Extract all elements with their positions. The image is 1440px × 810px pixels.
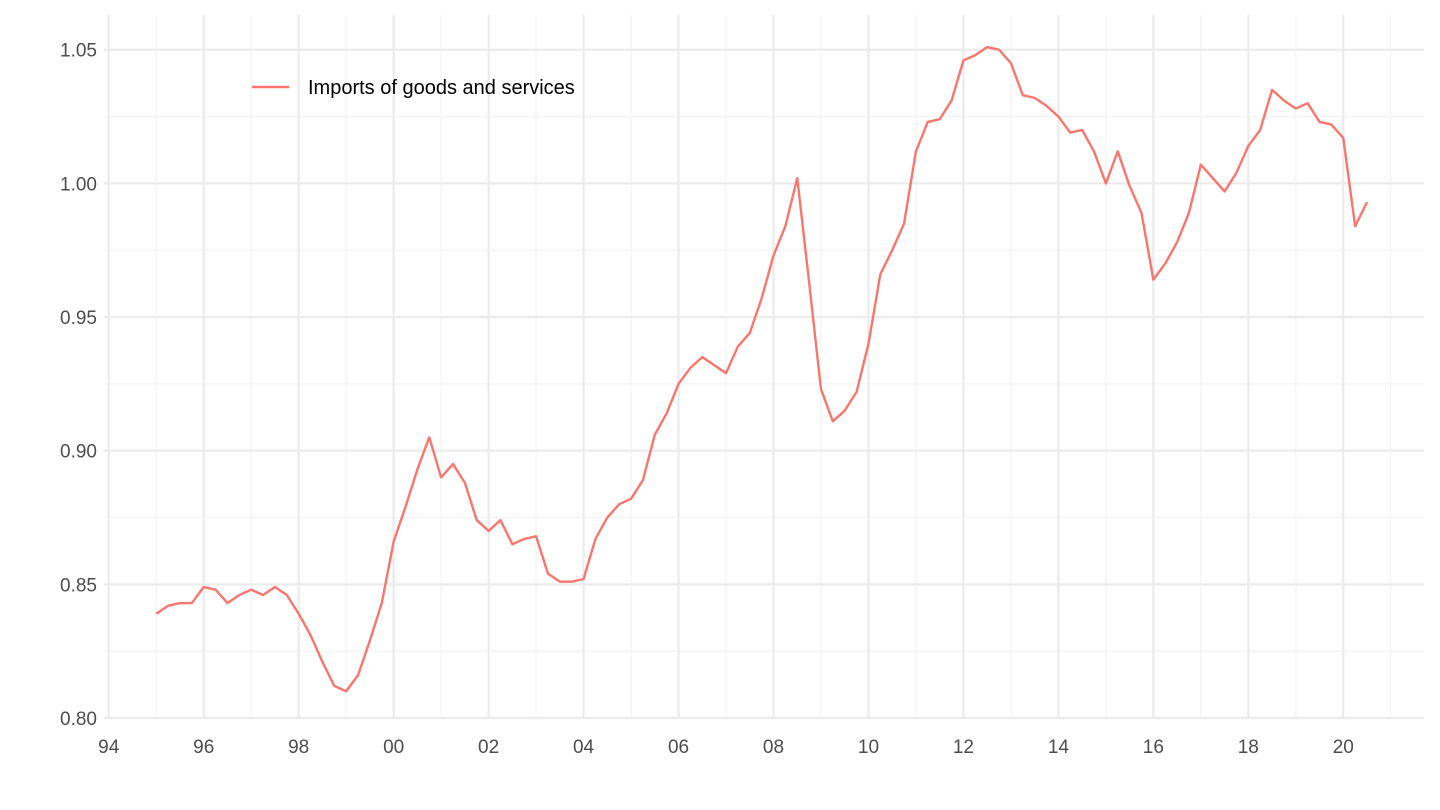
x-tick-label: 00 — [383, 737, 404, 758]
y-tick-label: 1.05 — [60, 41, 97, 62]
x-tick-label: 96 — [193, 737, 214, 758]
x-tick-label: 20 — [1333, 737, 1354, 758]
axis-tick-labels: 94 96 98 00 02 04 06 08 10 12 14 16 18 20 0.80 0.85 0.90… — [60, 41, 1354, 758]
minor-gridlines — [104, 15, 1424, 718]
x-tick-label: 12 — [953, 737, 974, 758]
x-tick-label: 02 — [478, 737, 499, 758]
x-tick-label: 94 — [98, 737, 120, 758]
y-tick-label: 0.95 — [60, 308, 97, 329]
x-tick-label: 10 — [858, 737, 879, 758]
legend-label: Imports of goods and services — [308, 77, 575, 99]
x-tick-label: 98 — [288, 737, 309, 758]
x-tick-label: 06 — [668, 737, 689, 758]
y-tick-label: 0.85 — [60, 575, 97, 596]
x-tick-label: 18 — [1238, 737, 1259, 758]
x-tick-label: 04 — [573, 737, 595, 758]
series-line — [155, 45, 1369, 693]
x-tick-label: 08 — [763, 737, 784, 758]
y-tick-label: 0.90 — [60, 442, 97, 463]
x-tick-label: 16 — [1143, 737, 1164, 758]
y-tick-label: 0.80 — [60, 709, 97, 730]
series-layer — [155, 45, 1369, 693]
x-tick-label: 14 — [1048, 737, 1070, 758]
y-tick-label: 1.00 — [60, 174, 97, 195]
major-gridlines — [104, 15, 1424, 720]
legend: Imports of goods and services — [252, 77, 575, 99]
